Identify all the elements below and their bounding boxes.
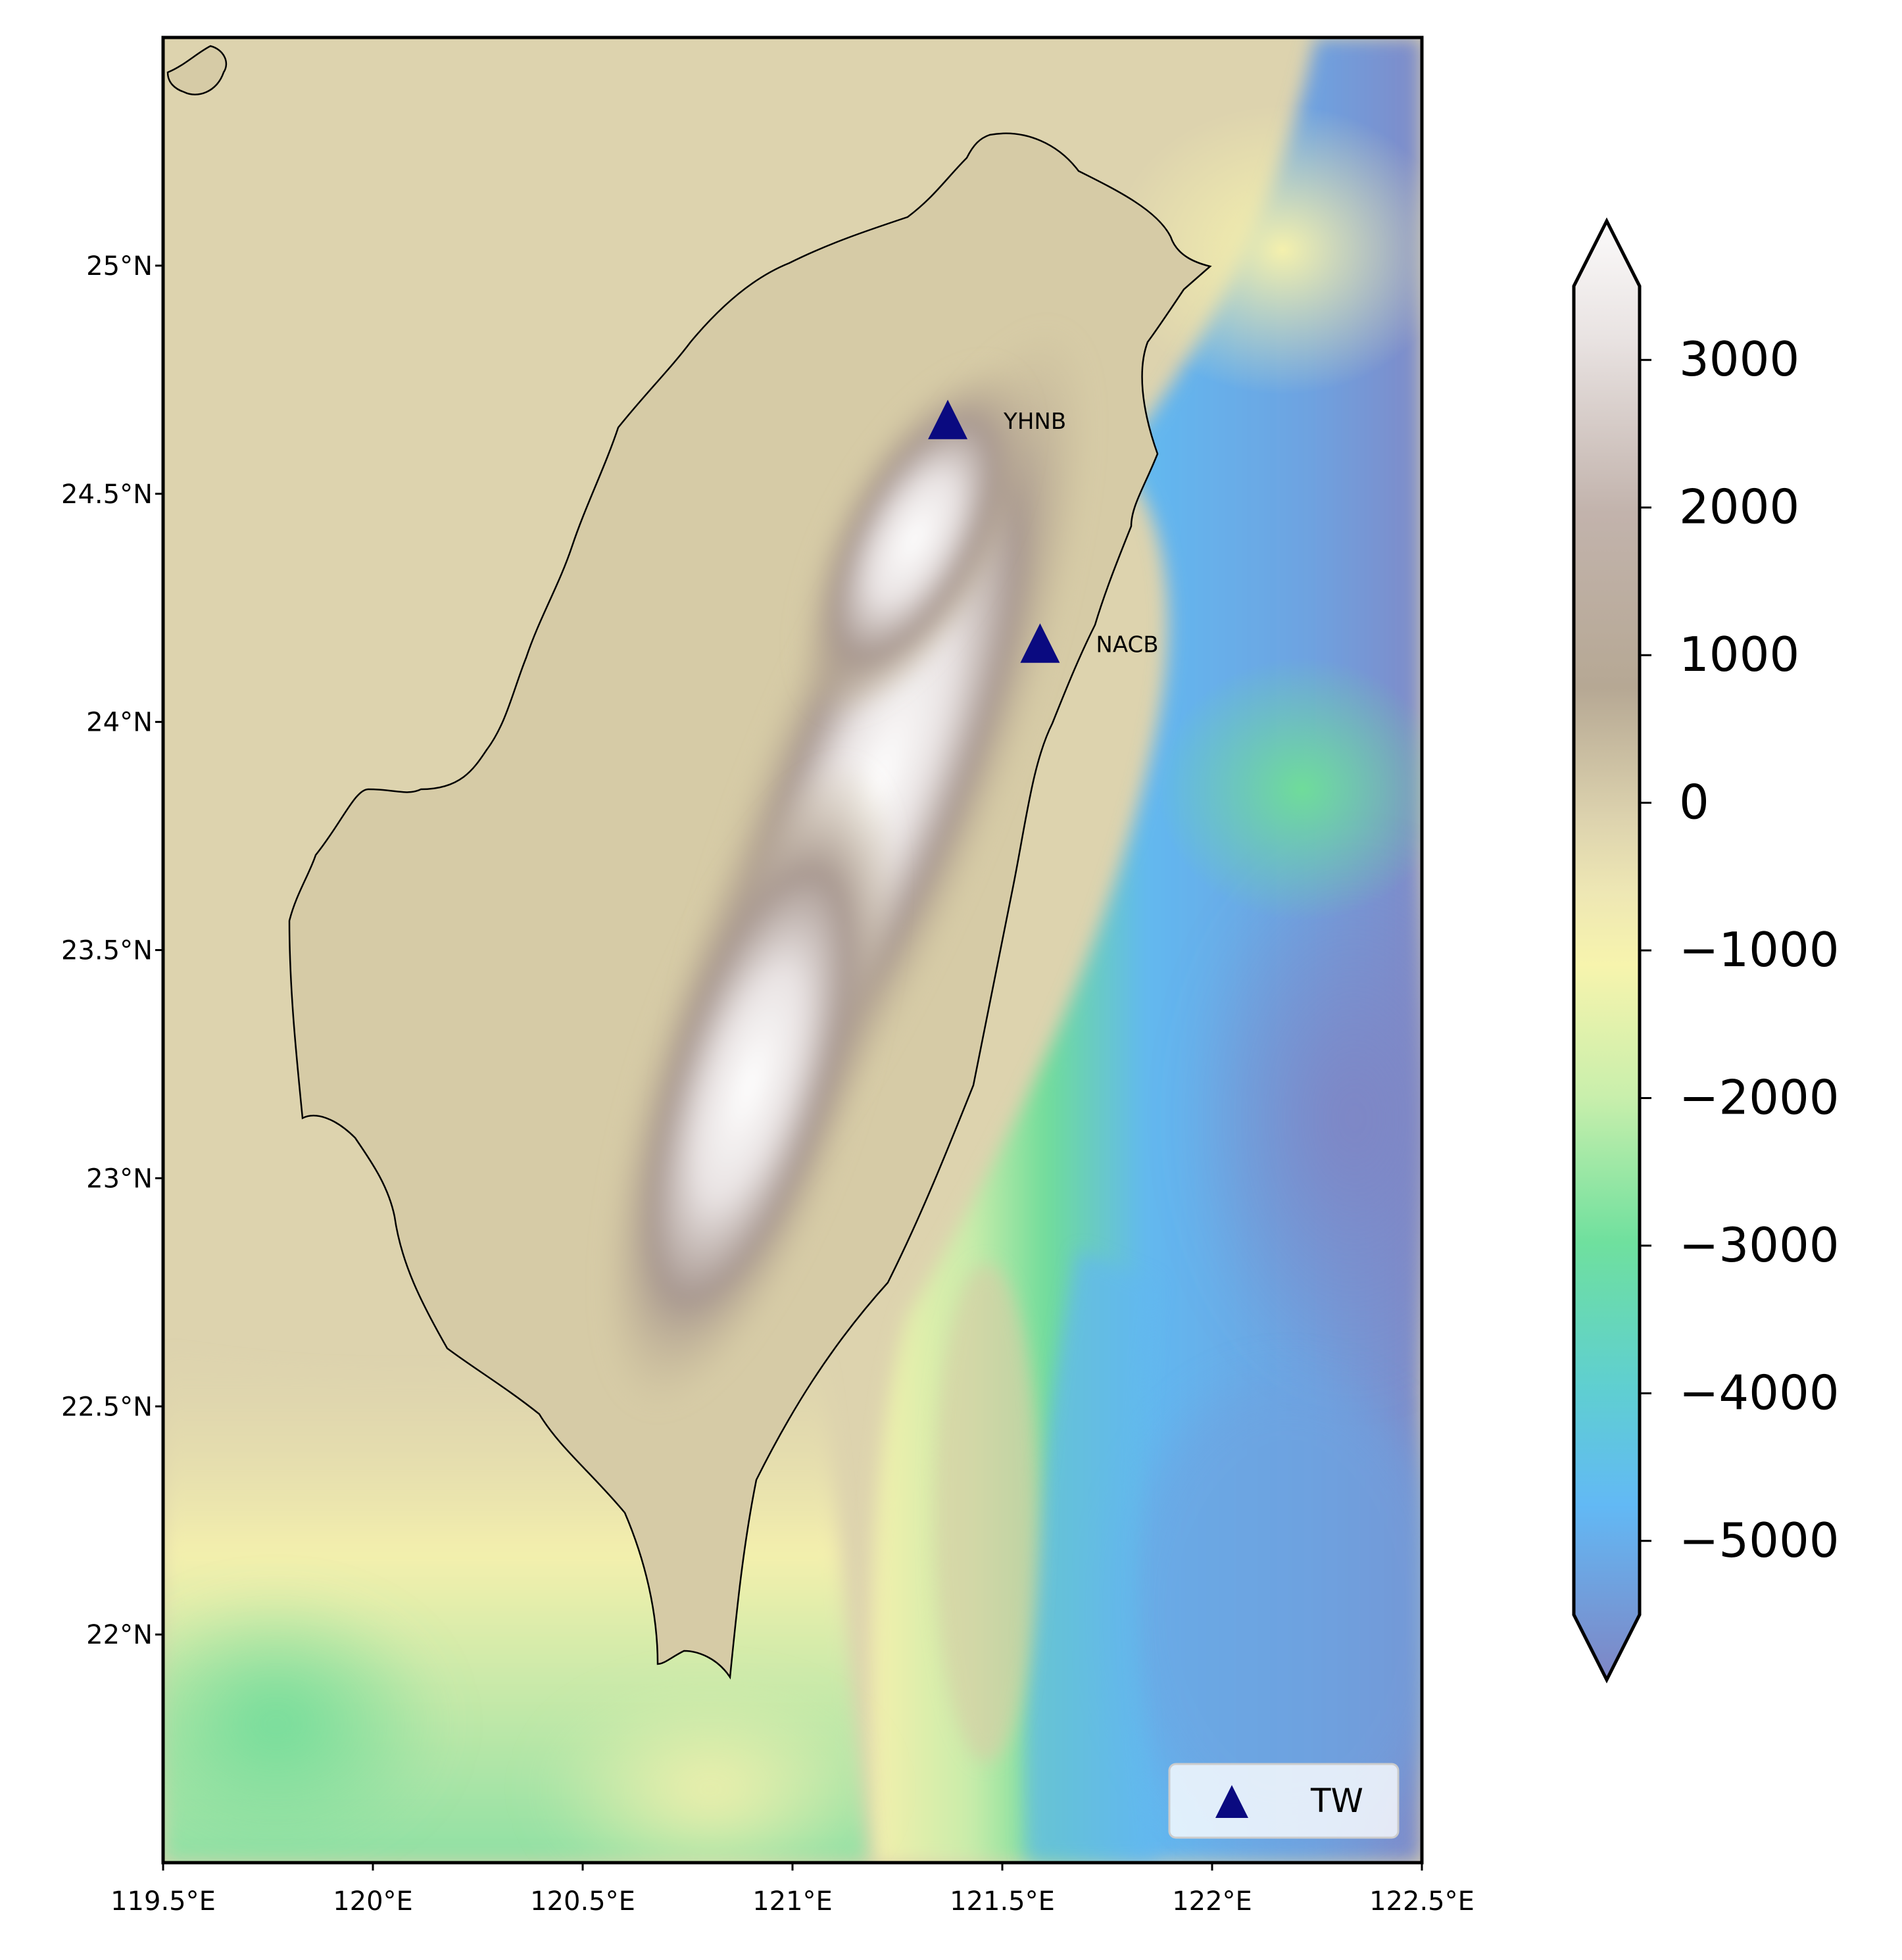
colorbar-tick-label: −4000 (1679, 1365, 1840, 1420)
x-tick-label: 121.5°E (950, 1886, 1055, 1917)
bathymetry-raster (163, 37, 1422, 1863)
map-panel: 119.5°E 120°E 120.5°E 121°E 121.5°E 122°E 122.… (61, 36, 1475, 1917)
matsu-islands (166, 45, 228, 95)
legend: TW (1168, 1763, 1400, 1839)
y-tick-label: 23°N (86, 1164, 153, 1194)
colorbar-tick-label: 1000 (1679, 627, 1799, 682)
colorbar-tick-label: −5000 (1679, 1513, 1840, 1568)
y-axis-ticks: 22°N 22.5°N 23°N 23.5°N 24°N 24.5°N 25°N (61, 251, 163, 1650)
y-tick-label: 24.5°N (61, 479, 153, 510)
legend-label: TW (1310, 1782, 1363, 1820)
x-tick-label: 122.5°E (1369, 1886, 1475, 1917)
y-tick-label: 22.5°N (61, 1392, 153, 1422)
y-tick-label: 24°N (86, 708, 153, 738)
colorbar-tick-label: 0 (1679, 775, 1709, 830)
colorbar-ticks: 3000 2000 1000 0 −1000 −2000 −3000 −4000 −5000 (1640, 331, 1840, 1568)
x-axis-ticks: 119.5°E 120°E 120.5°E 121°E 121.5°E 122°E 122.… (110, 1863, 1475, 1917)
colorbar-tick-label: −2000 (1679, 1069, 1840, 1125)
station-marker-nacb (1020, 623, 1060, 663)
station-label-yhnb: YHNB (1003, 408, 1066, 435)
colorbar-tick-label: −1000 (1679, 922, 1840, 977)
colorbar-tick-label: −3000 (1679, 1217, 1840, 1273)
x-tick-label: 119.5°E (110, 1886, 216, 1917)
station-label-nacb: NACB (1096, 632, 1158, 658)
x-tick-label: 120.5°E (530, 1886, 635, 1917)
station-marker-yhnb (928, 399, 968, 439)
y-tick-label: 25°N (86, 251, 153, 282)
colorbar-body (1572, 217, 1642, 1684)
colorbar: 3000 2000 1000 0 −1000 −2000 −3000 −4000 −5000 (1572, 217, 1840, 1684)
x-tick-label: 122°E (1172, 1886, 1252, 1917)
y-tick-label: 22°N (86, 1620, 153, 1650)
x-tick-label: 121°E (752, 1886, 833, 1917)
legend-box (1168, 1763, 1400, 1839)
colorbar-tick-label: 2000 (1679, 479, 1799, 535)
legend-station-marker (1215, 1785, 1248, 1818)
colorbar-tick-label: 3000 (1679, 331, 1799, 387)
x-tick-label: 120°E (333, 1886, 413, 1917)
stations-layer: YHNB NACB (928, 399, 1159, 663)
y-tick-label: 23.5°N (61, 936, 153, 966)
